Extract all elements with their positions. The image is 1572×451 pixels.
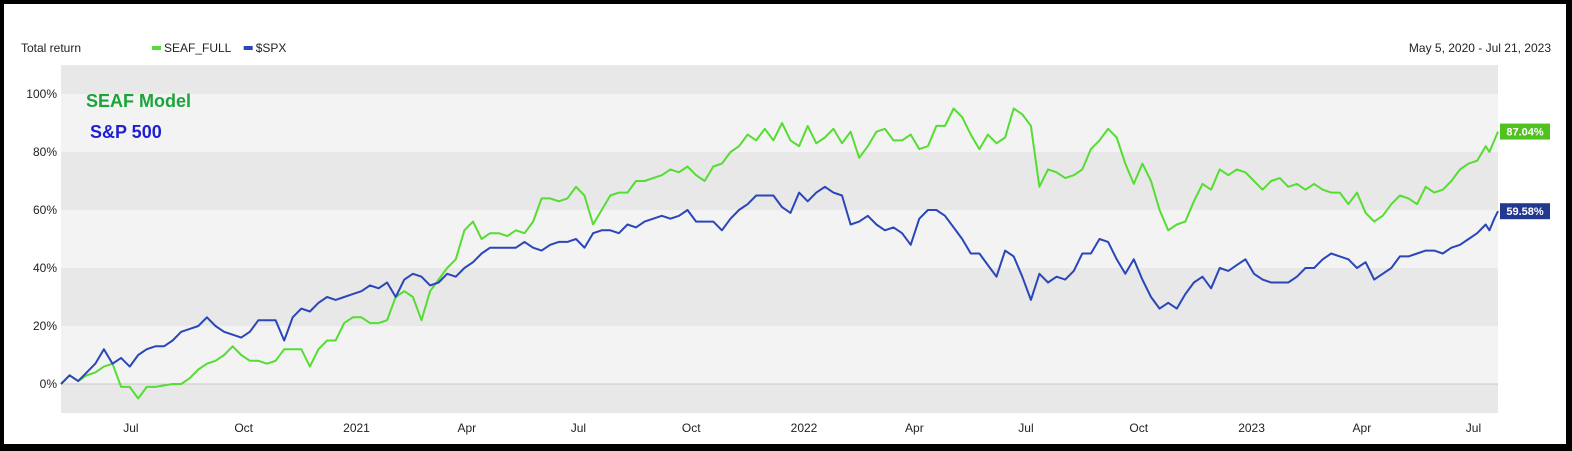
end-value-label: 87.04%	[1500, 123, 1550, 140]
end-label-text: 87.04%	[1506, 127, 1544, 139]
x-tick-label: Jul	[123, 421, 138, 435]
y-tick-label: 40%	[33, 261, 57, 275]
x-tick-label: Apr	[457, 421, 476, 435]
x-tick-label: Oct	[234, 421, 253, 435]
y-axis-ticks: 0% 20% 40% 60% 80% 100%	[26, 87, 57, 391]
legend-swatch	[243, 46, 253, 50]
y-tick-label: 0%	[40, 377, 58, 391]
background-band	[61, 65, 1498, 94]
x-tick-label: Jul	[1466, 421, 1481, 435]
annotation-sp500: S&P 500	[90, 122, 162, 142]
y-tick-label: 80%	[33, 145, 57, 159]
x-tick-label: Jul	[1018, 421, 1033, 435]
series-line-spx	[60, 185, 1499, 385]
background-band	[61, 94, 1498, 152]
end-label-background	[1500, 123, 1550, 140]
date-range-label: May 5, 2020 - Jul 21, 2023	[1409, 41, 1551, 55]
x-tick-label: Apr	[1353, 421, 1372, 435]
y-tick-label: 60%	[33, 203, 57, 217]
x-tick-label: Jul	[571, 421, 586, 435]
legend-label: $SPX	[256, 41, 287, 55]
y-tick-label: 20%	[33, 319, 57, 333]
chart-panel: Total return May 5, 2020 - Jul 21, 2023 …	[4, 4, 1566, 444]
background-band	[61, 384, 1498, 413]
legend-item[interactable]: SEAF_FULL	[152, 41, 232, 55]
series-lines	[60, 107, 1499, 400]
background-bands	[61, 65, 1498, 413]
legend-swatch	[152, 46, 161, 50]
background-band	[61, 268, 1498, 326]
chart-title: Total return	[21, 41, 81, 55]
line-chart: Total return May 5, 2020 - Jul 21, 2023 …	[21, 41, 1551, 435]
x-tick-label: Apr	[905, 421, 924, 435]
background-band	[61, 210, 1498, 268]
end-value-label: 59.58%	[1500, 203, 1550, 220]
x-tick-label: Oct	[682, 421, 701, 435]
y-tick-label: 100%	[26, 87, 57, 101]
legend-label: SEAF_FULL	[164, 41, 232, 55]
end-label-text: 59.58%	[1506, 206, 1544, 218]
legend-item[interactable]: $SPX	[243, 41, 287, 55]
x-tick-label: Oct	[1129, 421, 1148, 435]
background-band	[61, 326, 1498, 384]
x-tick-label: 2021	[343, 421, 370, 435]
x-axis-ticks: Jul Oct 2021 Apr Jul Oct 2022 Apr Jul Oct 2023 Apr J…	[123, 421, 1481, 435]
background-band	[61, 152, 1498, 210]
series-line-seaf-full	[60, 107, 1499, 400]
annotation-seaf-model: SEAF Model	[86, 91, 191, 111]
end-label-background	[1500, 203, 1550, 220]
end-labels: 87.04% 59.58%	[1500, 123, 1550, 220]
legend[interactable]: SEAF_FULL $SPX	[152, 41, 286, 55]
x-tick-label: 2023	[1238, 421, 1265, 435]
x-tick-label: 2022	[791, 421, 818, 435]
